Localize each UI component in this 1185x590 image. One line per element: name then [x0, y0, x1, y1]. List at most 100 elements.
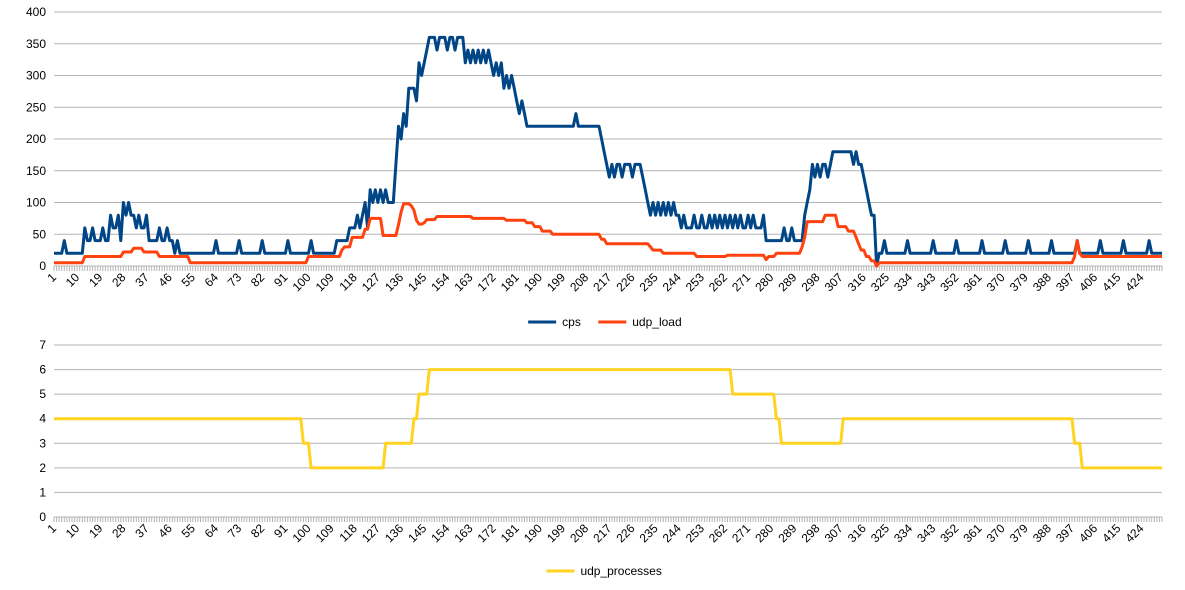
x-tick-label: 325: [868, 521, 892, 545]
x-tick-label: 82: [248, 270, 268, 290]
x-tick-label: 217: [590, 270, 614, 294]
x-tick-label: 154: [428, 521, 452, 545]
x-tick-label: 298: [799, 270, 823, 294]
x-tick-label: 253: [683, 270, 707, 294]
x-tick-label: 343: [914, 521, 938, 545]
x-tick-label: 271: [729, 521, 753, 545]
y-tick-label: 0: [39, 259, 46, 273]
x-tick-label: 91: [271, 521, 291, 541]
x-tick-label: 118: [336, 521, 360, 545]
x-tick-label: 343: [914, 270, 938, 294]
x-tick-label: 244: [660, 270, 684, 294]
x-tick-label: 145: [405, 521, 429, 545]
x-tick-label: 28: [109, 270, 129, 290]
x-tick-label: 226: [613, 270, 637, 294]
y-tick-label: 300: [26, 69, 46, 83]
y-tick-label: 50: [33, 227, 47, 241]
x-tick-label: 28: [109, 521, 129, 541]
x-tick-label: 352: [937, 270, 961, 294]
x-tick-label: 379: [1007, 270, 1031, 294]
x-tick-label: 181: [498, 521, 522, 545]
x-tick-label: 145: [405, 270, 429, 294]
x-tick-label: 82: [248, 521, 268, 541]
x-tick-label: 136: [382, 270, 406, 294]
x-tick-label: 307: [822, 521, 846, 545]
x-tick-label: 361: [961, 270, 985, 294]
x-tick-label: 1: [44, 521, 59, 536]
x-tick-label: 280: [752, 270, 776, 294]
x-tick-label: 244: [660, 521, 684, 545]
x-tick-label: 226: [613, 521, 637, 545]
x-tick-label: 280: [752, 521, 776, 545]
x-tick-label: 379: [1007, 521, 1031, 545]
x-tick-label: 235: [637, 521, 661, 545]
x-tick-label: 172: [475, 270, 499, 294]
x-tick-label: 100: [290, 270, 314, 294]
y-tick-label: 150: [26, 164, 46, 178]
y-tick-label: 5: [39, 387, 46, 401]
x-tick-label: 406: [1076, 521, 1100, 545]
x-tick-label: 388: [1030, 521, 1054, 545]
x-tick-label: 172: [475, 521, 499, 545]
x-tick-label: 361: [961, 521, 985, 545]
x-tick-label: 73: [225, 521, 245, 541]
x-tick-label: 55: [179, 521, 199, 541]
x-tick-label: 55: [179, 270, 199, 290]
x-tick-label: 388: [1030, 270, 1054, 294]
x-tick-label: 163: [452, 270, 476, 294]
x-tick-label: 415: [1099, 270, 1123, 294]
x-tick-label: 154: [428, 270, 452, 294]
y-tick-label: 7: [39, 338, 46, 352]
x-tick-label: 19: [86, 270, 106, 290]
x-tick-label: 415: [1099, 521, 1123, 545]
x-tick-label: 19: [86, 521, 106, 541]
x-tick-label: 199: [544, 270, 568, 294]
x-tick-label: 73: [225, 270, 245, 290]
x-tick-label: 289: [775, 521, 799, 545]
x-tick-label: 37: [132, 270, 152, 290]
x-tick-label: 208: [567, 270, 591, 294]
y-tick-label: 200: [26, 132, 46, 146]
x-tick-label: 127: [359, 270, 383, 294]
x-tick-label: 253: [683, 521, 707, 545]
x-tick-label: 271: [729, 270, 753, 294]
series-line-udp-load: [54, 202, 1162, 268]
x-tick-label: 307: [822, 270, 846, 294]
x-tick-label: 325: [868, 270, 892, 294]
x-tick-label: 190: [521, 521, 545, 545]
x-tick-label: 316: [845, 270, 869, 294]
x-tick-label: 199: [544, 521, 568, 545]
x-tick-label: 127: [359, 521, 383, 545]
x-tick-label: 262: [706, 521, 730, 545]
x-tick-label: 217: [590, 521, 614, 545]
x-tick-label: 370: [984, 521, 1008, 545]
y-tick-label: 3: [39, 436, 46, 450]
x-tick-label: 37: [132, 521, 152, 541]
x-axis-minor-ticks: [53, 517, 1163, 522]
y-tick-label: 100: [26, 196, 46, 210]
x-tick-label: 424: [1122, 270, 1146, 294]
x-tick-label: 397: [1053, 270, 1077, 294]
x-tick-label: 10: [63, 270, 83, 290]
x-tick-label: 406: [1076, 270, 1100, 294]
y-tick-label: 0: [39, 510, 46, 524]
x-tick-label: 64: [202, 521, 222, 541]
legend-label: udp_load: [632, 315, 681, 329]
y-tick-label: 1: [39, 485, 46, 499]
x-tick-label: 262: [706, 270, 730, 294]
x-tick-label: 136: [382, 521, 406, 545]
x-tick-label: 298: [799, 521, 823, 545]
x-tick-label: 91: [271, 270, 291, 290]
legend-item-udp-load: udp_load: [598, 315, 682, 329]
legend-label: udp_processes: [580, 564, 661, 578]
series-line-cps: [54, 35, 1162, 268]
legend-item-cps: cps: [528, 315, 581, 329]
x-tick-label: 334: [891, 521, 915, 545]
x-tick-label: 334: [891, 270, 915, 294]
x-tick-label: 181: [498, 270, 522, 294]
x-tick-label: 46: [155, 270, 175, 290]
x-tick-label: 370: [984, 270, 1008, 294]
y-tick-label: 250: [26, 100, 46, 114]
